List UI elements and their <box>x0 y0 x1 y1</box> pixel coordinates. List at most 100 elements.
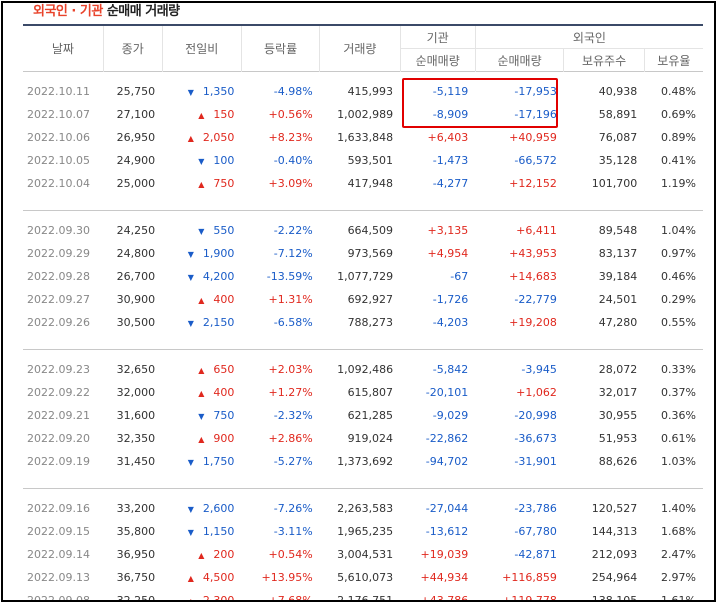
arrow-up-icon: ▲ <box>198 551 205 560</box>
section-title-secondary: 순매매 거래량 <box>102 4 180 19</box>
cell-inst: -20,101 <box>425 386 469 399</box>
cell-close: 33,200 <box>116 502 156 515</box>
change-value: 4,500 <box>202 571 235 584</box>
col-header-foreign-net: 순매매량 <box>474 48 564 72</box>
cell-volume: 788,273 <box>347 316 394 329</box>
cell-volume: 615,807 <box>347 386 394 399</box>
cell-ratio: 0.41% <box>661 154 696 167</box>
cell-foreign: -20,998 <box>514 409 557 422</box>
col-header-close: 종가 <box>102 24 163 72</box>
arrow-down-icon: ▼ <box>187 505 194 514</box>
cell-rate: +0.56% <box>268 108 313 121</box>
cell-foreign: -17,953 <box>514 85 557 98</box>
arrow-down-icon: ▼ <box>187 250 194 259</box>
table-row: 2022.09.13 36,750 ▲ 4,500 +13.95% 5,610,073 +4… <box>23 566 703 589</box>
cell-close: 31,450 <box>116 455 156 468</box>
cell-date: 2022.10.06 <box>27 131 90 144</box>
arrow-up-icon: ▲ <box>198 389 205 398</box>
table-row: 2022.09.26 30,500 ▼ 2,150 -6.58% 788,273 -4,20… <box>23 311 703 334</box>
cell-change: ▼ 1,150 <box>162 520 241 543</box>
cell-foreign: +116,859 <box>502 571 557 584</box>
change-value: 400 <box>213 293 235 306</box>
arrow-down-icon: ▼ <box>198 412 205 421</box>
change-value: 1,750 <box>202 455 235 468</box>
cell-holding: 88,626 <box>598 455 638 468</box>
change-value: 1,350 <box>202 85 235 98</box>
cell-close: 24,800 <box>116 247 156 260</box>
cell-date: 2022.09.08 <box>27 594 90 602</box>
cell-volume: 3,004,531 <box>337 548 394 561</box>
change-value: 750 <box>213 177 235 190</box>
arrow-up-icon: ▲ <box>198 366 205 375</box>
cell-holding: 39,184 <box>598 270 638 283</box>
cell-change: ▲ 750 <box>162 172 241 195</box>
cell-close: 27,100 <box>116 108 156 121</box>
cell-volume: 621,285 <box>347 409 394 422</box>
cell-inst: -67 <box>450 270 469 283</box>
change-value: 4,200 <box>202 270 235 283</box>
cell-date: 2022.09.28 <box>27 270 90 283</box>
cell-volume: 1,077,729 <box>337 270 394 283</box>
cell-inst: +19,039 <box>420 548 469 561</box>
cell-close: 32,250 <box>116 594 156 602</box>
cell-foreign: -3,945 <box>521 363 557 376</box>
cell-rate: +0.54% <box>268 548 313 561</box>
cell-foreign: +40,959 <box>509 131 557 144</box>
cell-rate: +1.27% <box>268 386 313 399</box>
table-row: 2022.10.05 24,900 ▼ 100 -0.40% 593,501 -1,473 -… <box>23 149 703 172</box>
cell-date: 2022.09.22 <box>27 386 90 399</box>
cell-volume: 664,509 <box>347 224 394 237</box>
change-value: 2,050 <box>202 131 235 144</box>
table-row: 2022.10.11 25,750 ▼ 1,350 -4.98% 415,993 -5,11… <box>23 80 703 103</box>
cell-ratio: 0.69% <box>661 108 696 121</box>
cell-change: ▼ 750 <box>162 404 241 427</box>
cell-inst: -4,277 <box>432 177 469 190</box>
cell-ratio: 0.61% <box>661 432 696 445</box>
cell-ratio: 0.36% <box>661 409 696 422</box>
cell-foreign: -17,196 <box>514 108 557 121</box>
cell-rate: -2.22% <box>273 224 313 237</box>
change-value: 1,900 <box>202 247 235 260</box>
arrow-up-icon: ▲ <box>187 134 194 143</box>
cell-rate: +1.31% <box>268 293 313 306</box>
cell-rate: +2.03% <box>268 363 313 376</box>
cell-ratio: 1.40% <box>661 502 696 515</box>
table-header: 날짜 종가 전일비 등락률 거래량 기관 외국인 순매매량 순매매량 보유주수 … <box>23 24 703 72</box>
cell-rate: -7.26% <box>273 502 313 515</box>
cell-volume: 2,263,583 <box>337 502 394 515</box>
cell-foreign: -23,786 <box>514 502 557 515</box>
cell-inst: -22,862 <box>425 432 469 445</box>
table-row: 2022.09.21 31,600 ▼ 750 -2.32% 621,285 -9,029 -… <box>23 404 703 427</box>
cell-holding: 76,087 <box>598 131 638 144</box>
cell-ratio: 1.61% <box>661 594 696 602</box>
col-header-date: 날짜 <box>23 24 104 72</box>
cell-ratio: 0.48% <box>661 85 696 98</box>
cell-foreign: -31,901 <box>514 455 557 468</box>
change-value: 2,150 <box>202 316 235 329</box>
cell-inst: -5,842 <box>432 363 469 376</box>
cell-inst: +44,934 <box>420 571 469 584</box>
cell-change: ▲ 150 <box>162 103 241 126</box>
cell-date: 2022.10.07 <box>27 108 90 121</box>
cell-inst: -94,702 <box>425 455 469 468</box>
cell-inst: -27,044 <box>425 502 469 515</box>
cell-rate: -7.12% <box>273 247 313 260</box>
cell-close: 30,900 <box>116 293 156 306</box>
cell-volume: 1,633,848 <box>337 131 394 144</box>
cell-date: 2022.09.13 <box>27 571 90 584</box>
cell-foreign: -66,572 <box>514 154 557 167</box>
cell-rate: +2.86% <box>268 432 313 445</box>
arrow-down-icon: ▼ <box>187 88 194 97</box>
cell-holding: 144,313 <box>591 525 638 538</box>
cell-rate: +3.09% <box>268 177 313 190</box>
cell-foreign: -36,673 <box>514 432 557 445</box>
cell-close: 35,800 <box>116 525 156 538</box>
arrow-down-icon: ▼ <box>187 319 194 328</box>
cell-volume: 973,569 <box>347 247 394 260</box>
table-row: 2022.10.06 26,950 ▲ 2,050 +8.23% 1,633,848 +6,… <box>23 126 703 149</box>
table-row: 2022.09.23 32,650 ▲ 650 +2.03% 1,092,486 -5,84… <box>23 358 703 381</box>
cell-change: ▼ 2,600 <box>162 497 241 520</box>
change-value: 750 <box>213 409 235 422</box>
arrow-up-icon: ▲ <box>187 597 194 602</box>
cell-inst: -13,612 <box>425 525 469 538</box>
